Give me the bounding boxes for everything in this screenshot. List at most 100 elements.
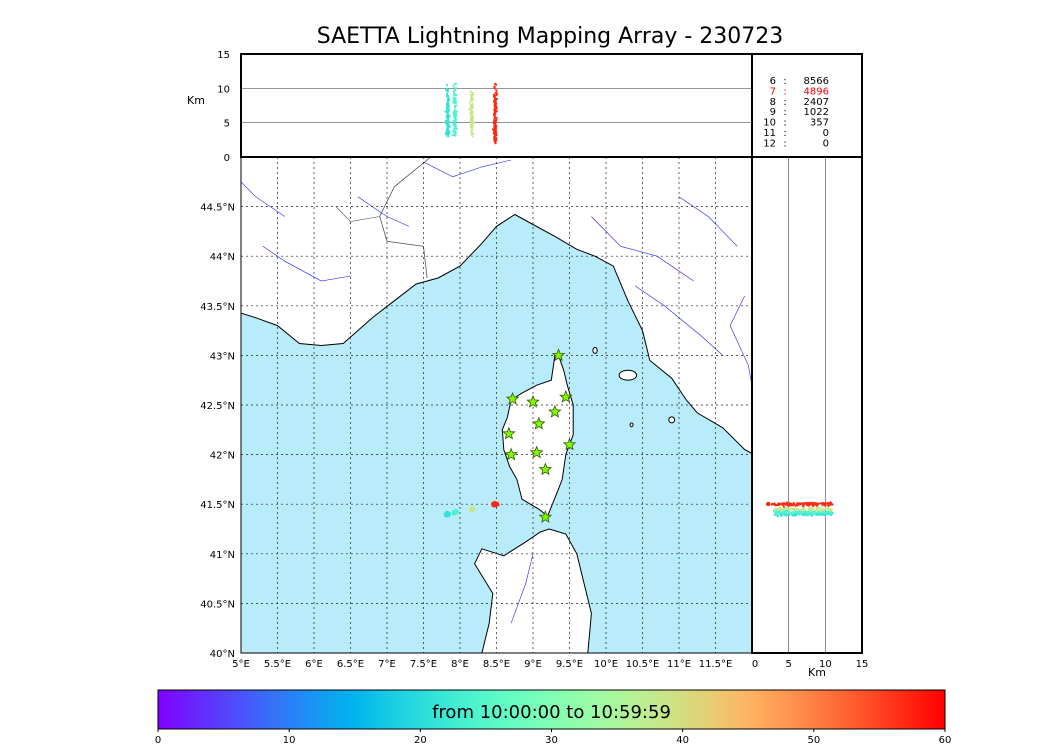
height-point	[446, 101, 449, 104]
height-point	[452, 130, 455, 133]
height-point	[492, 95, 495, 98]
height-point	[494, 119, 497, 123]
counts-box	[751, 53, 863, 158]
side-point	[828, 512, 831, 516]
count-sep: :	[783, 138, 786, 149]
lat-tick-label: 42.5°N	[200, 401, 235, 412]
colorbar-tick-label: 0	[155, 735, 161, 746]
height-tick-label: 5	[224, 119, 230, 130]
height-point	[493, 93, 496, 96]
side-panel	[751, 156, 863, 654]
source-point	[446, 513, 450, 517]
station-marker	[538, 509, 553, 523]
side-point	[803, 507, 807, 510]
height-point	[453, 92, 456, 95]
height-point	[445, 132, 448, 135]
side-point	[788, 504, 791, 507]
height-point	[494, 126, 498, 130]
height-point	[468, 108, 471, 111]
border-region	[335, 206, 380, 222]
lon-tick-label: 11°E	[667, 659, 691, 670]
station-marker	[502, 426, 516, 440]
count-sep: :	[783, 118, 786, 129]
source-point	[444, 513, 448, 517]
count-sep: :	[783, 76, 786, 87]
height-point	[494, 131, 497, 135]
height-point	[453, 115, 456, 119]
lon-tick-label: 8.5°E	[483, 659, 510, 670]
lon-tick-label: 11.5°E	[699, 659, 733, 670]
height-point	[469, 114, 472, 117]
lat-tick-label: 42°N	[210, 451, 235, 462]
chart-title: SAETTA Lightning Mapping Array - 230723	[316, 24, 784, 49]
side-point	[774, 513, 777, 516]
height-point	[445, 129, 448, 132]
height-point	[493, 117, 496, 120]
side-point	[808, 507, 811, 511]
side-point	[794, 511, 797, 514]
side-point	[803, 510, 806, 514]
height-point	[452, 85, 455, 88]
side-point	[788, 502, 791, 505]
corsica	[501, 354, 574, 517]
count-label: 7	[770, 86, 776, 97]
height-point	[455, 104, 458, 107]
height-point	[447, 95, 450, 98]
lat-tick-label: 41.5°N	[200, 500, 235, 511]
lat-tick-label: 40.5°N	[200, 599, 235, 610]
side-point	[801, 513, 804, 516]
height-point	[446, 127, 449, 130]
side-point	[809, 501, 812, 504]
height-axis-label: Km	[187, 94, 205, 107]
height-tick-label: 15	[217, 50, 230, 61]
count-sep: :	[783, 128, 786, 139]
height-point	[494, 100, 497, 103]
height-point	[470, 124, 473, 127]
side-point	[817, 510, 821, 513]
height-point	[494, 136, 497, 139]
side-point	[776, 510, 779, 514]
height-point	[493, 82, 497, 85]
height-point	[452, 94, 456, 97]
height-point	[455, 110, 458, 113]
height-point	[469, 93, 472, 96]
height-tick-label: 10	[217, 84, 230, 95]
side-point	[810, 512, 813, 515]
river	[262, 246, 351, 282]
station-marker	[526, 394, 540, 408]
height-point	[471, 103, 474, 106]
side-point	[826, 507, 830, 511]
border-fr-it	[379, 157, 432, 279]
river	[357, 196, 410, 227]
island	[618, 369, 638, 381]
height-point	[493, 138, 496, 141]
height-point	[471, 116, 474, 119]
height-point	[452, 123, 455, 126]
side-point	[806, 510, 809, 514]
side-point	[812, 508, 815, 511]
source-point	[496, 503, 500, 507]
height-point	[454, 124, 457, 127]
height-point	[493, 128, 496, 131]
count-value: 0	[823, 138, 829, 149]
count-label: 9	[770, 107, 776, 118]
side-point	[822, 508, 825, 511]
height-point	[453, 127, 456, 130]
height-point	[469, 120, 472, 123]
count-label: 8	[770, 97, 776, 108]
side-point	[819, 502, 822, 505]
map-area	[241, 157, 752, 653]
colorbar-label: from 10:00:00 to 10:59:59	[432, 702, 671, 723]
height-point	[494, 107, 497, 110]
side-point	[827, 503, 830, 507]
side-point	[802, 505, 805, 508]
side-point	[815, 506, 818, 509]
side-point	[785, 503, 788, 506]
side-point	[796, 508, 799, 511]
side-point	[812, 502, 815, 506]
count-sep: :	[783, 107, 786, 118]
lat-tick-label: 43.5°N	[200, 302, 235, 313]
height-point	[455, 87, 458, 90]
station-marker	[559, 390, 573, 403]
side-point	[820, 509, 823, 512]
